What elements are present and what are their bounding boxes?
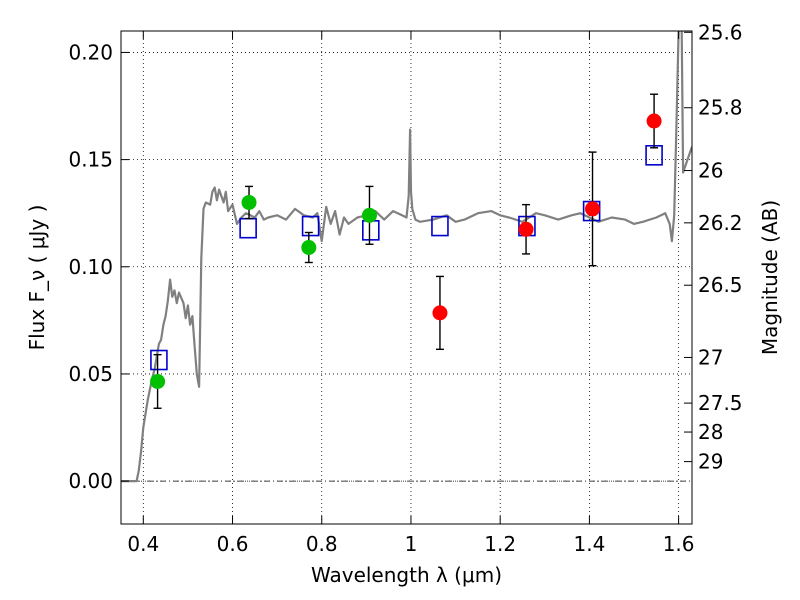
y2-tick-label: 26.2 — [698, 211, 743, 235]
model-flux-square — [431, 215, 449, 237]
axis-ticks: 0.4 0.6 0.8 1 1.2 1.4 1.6 0.00 0.05 0.10 0.15 0.20 2… — [68, 20, 742, 556]
x-axis-label: Wavelength λ (μm) — [311, 563, 502, 587]
plot-frame — [120, 30, 693, 525]
y-tick-label: 0.15 — [68, 148, 113, 172]
plot-area — [121, 31, 692, 483]
model-flux-square — [301, 215, 320, 237]
x-tick-label: 1 — [405, 532, 418, 556]
y-axis-label: Flux F_ν ( μJy ) — [25, 205, 49, 351]
y2-tick-label: 26.5 — [698, 273, 743, 297]
y2-tick-label: 26 — [698, 159, 723, 183]
y2-tick-label: 25.6 — [698, 20, 743, 44]
y2-tick-label: 27 — [698, 345, 723, 369]
y2-tick-label: 29 — [698, 450, 723, 474]
observed-flux-point — [301, 239, 317, 255]
model-flux-square — [150, 349, 168, 371]
x-tick-label: 1.2 — [484, 532, 516, 556]
observed-flux-point — [241, 194, 257, 210]
observed-flux-point — [518, 221, 534, 237]
observed-flux-point — [361, 207, 377, 223]
x-tick-label: 1.6 — [663, 532, 695, 556]
x-tick-label: 0.6 — [217, 532, 249, 556]
y2-tick-label: 25.8 — [698, 96, 743, 120]
y-tick-label: 0.05 — [68, 362, 113, 386]
x-tick-label: 1.4 — [573, 532, 605, 556]
y-tick-label: 0.00 — [68, 469, 113, 493]
y-tick-label: 0.10 — [68, 255, 113, 279]
y2-axis-label: Magnitude (AB) — [758, 200, 782, 355]
y-tick-label: 0.20 — [68, 40, 113, 64]
y2-tick-label: 28 — [698, 420, 723, 444]
observed-flux-point — [646, 113, 662, 129]
model-spectrum-line — [121, 31, 692, 483]
y2-tick-label: 27.5 — [698, 391, 743, 415]
x-tick-label: 0.4 — [127, 532, 159, 556]
observed-flux-point — [150, 373, 166, 389]
x-tick-label: 0.8 — [306, 532, 338, 556]
observed-flux-point — [585, 201, 601, 217]
observed-flux-point — [432, 305, 448, 321]
